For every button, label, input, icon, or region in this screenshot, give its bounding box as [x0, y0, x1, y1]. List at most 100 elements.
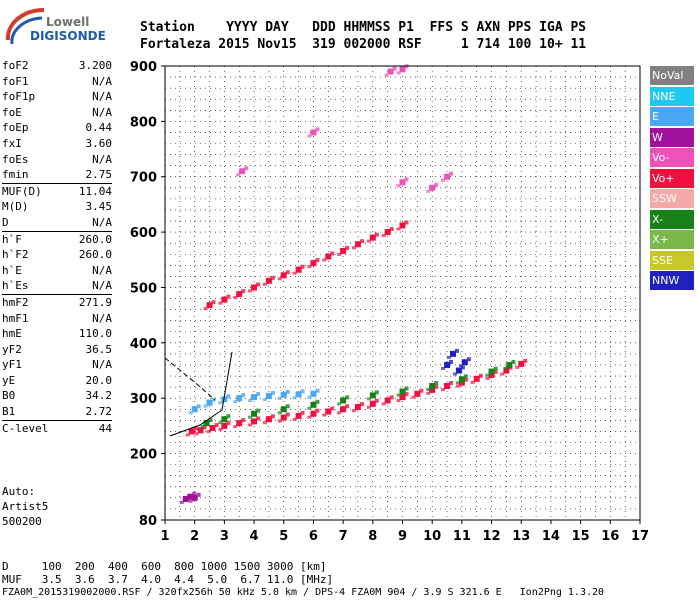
- echo-point: [458, 376, 465, 383]
- echo-point-fragment: [374, 390, 379, 395]
- echo-point-fragment: [396, 71, 401, 75]
- echo-point-fragment: [188, 411, 193, 415]
- legend-item: NoVal: [650, 66, 694, 85]
- echo-point: [399, 222, 406, 229]
- param-name: foEp: [2, 121, 29, 135]
- echo-point-fragment: [434, 381, 439, 386]
- y-tick-label: 400: [130, 337, 157, 352]
- chart-ticks: 1 2 3 4 5 6 7 8 9 10 11 12 13 14 15 16 17802003004005006…: [130, 60, 649, 544]
- param-value: N/A: [92, 279, 112, 293]
- param-value: N/A: [92, 311, 112, 325]
- echo-point-fragment: [285, 404, 290, 409]
- x-tick-label: 11: [453, 529, 471, 544]
- x-tick-label: 10: [423, 529, 441, 544]
- echo-point: [369, 234, 376, 241]
- legend-item: X+: [650, 230, 694, 249]
- param-row: yF2 36.5: [2, 342, 112, 358]
- echo-point-fragment: [277, 419, 282, 423]
- echo-point-fragment: [218, 301, 223, 305]
- echo-point-fragment: [503, 366, 508, 370]
- param-value: 3.45: [85, 200, 113, 214]
- trace-series: [441, 348, 471, 376]
- param-row: foE N/A: [2, 105, 112, 121]
- echo-point: [280, 414, 287, 421]
- trace-series: [200, 359, 516, 429]
- echo-point: [429, 386, 436, 393]
- param-value: 3.200: [78, 59, 112, 72]
- echo-point-fragment: [345, 395, 350, 400]
- echo-point: [325, 408, 332, 415]
- echo-point-fragment: [434, 182, 439, 187]
- echo-point-fragment: [179, 500, 184, 504]
- echo-point-fragment: [381, 402, 386, 406]
- echo-point: [488, 371, 495, 378]
- echo-point-fragment: [404, 177, 409, 182]
- echo-point: [473, 375, 480, 382]
- echo-point: [444, 173, 451, 180]
- echo-point-fragment: [256, 416, 261, 421]
- echo-point-fragment: [203, 404, 208, 408]
- param-value: 271.9: [78, 295, 112, 309]
- echo-point-fragment: [248, 289, 253, 293]
- y-tick-label: 80: [139, 514, 157, 529]
- x-tick-label: 14: [542, 529, 560, 544]
- param-row: h`F2 260.0: [2, 247, 112, 263]
- echo-point: [206, 399, 213, 406]
- echo-point-fragment: [292, 417, 297, 421]
- echo-point-fragment: [307, 415, 312, 419]
- echo-point-fragment: [315, 258, 320, 263]
- param-row: yF1 N/A: [2, 357, 112, 373]
- param-name: hmF2: [2, 295, 29, 309]
- echo-point: [488, 368, 495, 375]
- y-tick-label: 500: [130, 281, 157, 296]
- param-value: 20.0: [85, 373, 113, 387]
- echo-point-fragment: [315, 388, 320, 393]
- echo-point-fragment: [315, 127, 320, 132]
- echo-point-fragment: [404, 220, 409, 225]
- param-name: D: [2, 215, 9, 229]
- param-name: MUF(D): [2, 184, 42, 198]
- header-values: Fortaleza 2015 Nov15 319 002000 RSF 1 71…: [140, 37, 587, 52]
- param-row: h`F 260.0: [2, 230, 112, 248]
- param-name: foF1: [2, 74, 29, 88]
- echo-point-fragment: [200, 425, 205, 429]
- echo-point: [310, 260, 317, 267]
- echo-point-fragment: [256, 408, 261, 413]
- y-tick-label: 800: [130, 115, 157, 130]
- echo-point: [429, 184, 436, 191]
- param-name: C-level: [2, 421, 49, 435]
- param-name: yF1: [2, 358, 22, 372]
- echo-point-fragment: [446, 355, 451, 359]
- y-tick-label: 900: [130, 60, 157, 75]
- x-tick-label: 1: [160, 529, 169, 544]
- profile-dashed-curve: [164, 357, 216, 401]
- trace-series: [185, 358, 528, 437]
- echo-point-fragment: [392, 66, 397, 71]
- echo-point-fragment: [322, 413, 327, 417]
- param-name: h`F: [2, 232, 22, 246]
- param-name: foEs: [2, 152, 29, 166]
- echo-point: [449, 350, 456, 357]
- echo-point-fragment: [226, 294, 231, 299]
- echo-point-fragment: [396, 227, 401, 231]
- echo-point-fragment: [277, 411, 282, 415]
- echo-point: [221, 396, 228, 403]
- echo-point: [399, 394, 406, 401]
- legend-item: NNE: [650, 86, 694, 106]
- echo-point-fragment: [426, 388, 431, 392]
- y-tick-label: 300: [130, 392, 157, 407]
- echo-point-fragment: [214, 423, 219, 428]
- echo-point-fragment: [345, 404, 350, 409]
- echo-point-fragment: [381, 234, 386, 238]
- echo-point: [455, 367, 462, 374]
- param-name: h`F2: [2, 248, 29, 262]
- param-value: N/A: [92, 74, 112, 88]
- echo-point-fragment: [389, 227, 394, 232]
- echo-point: [369, 392, 376, 399]
- param-value: 0.44: [85, 121, 113, 135]
- header-labels: Station YYYY DAY DDD HHMMSS P1 FFS S AXN…: [140, 20, 587, 35]
- echo-point-fragment: [277, 277, 282, 281]
- echo-point: [236, 291, 243, 298]
- echo-point-fragment: [292, 271, 297, 275]
